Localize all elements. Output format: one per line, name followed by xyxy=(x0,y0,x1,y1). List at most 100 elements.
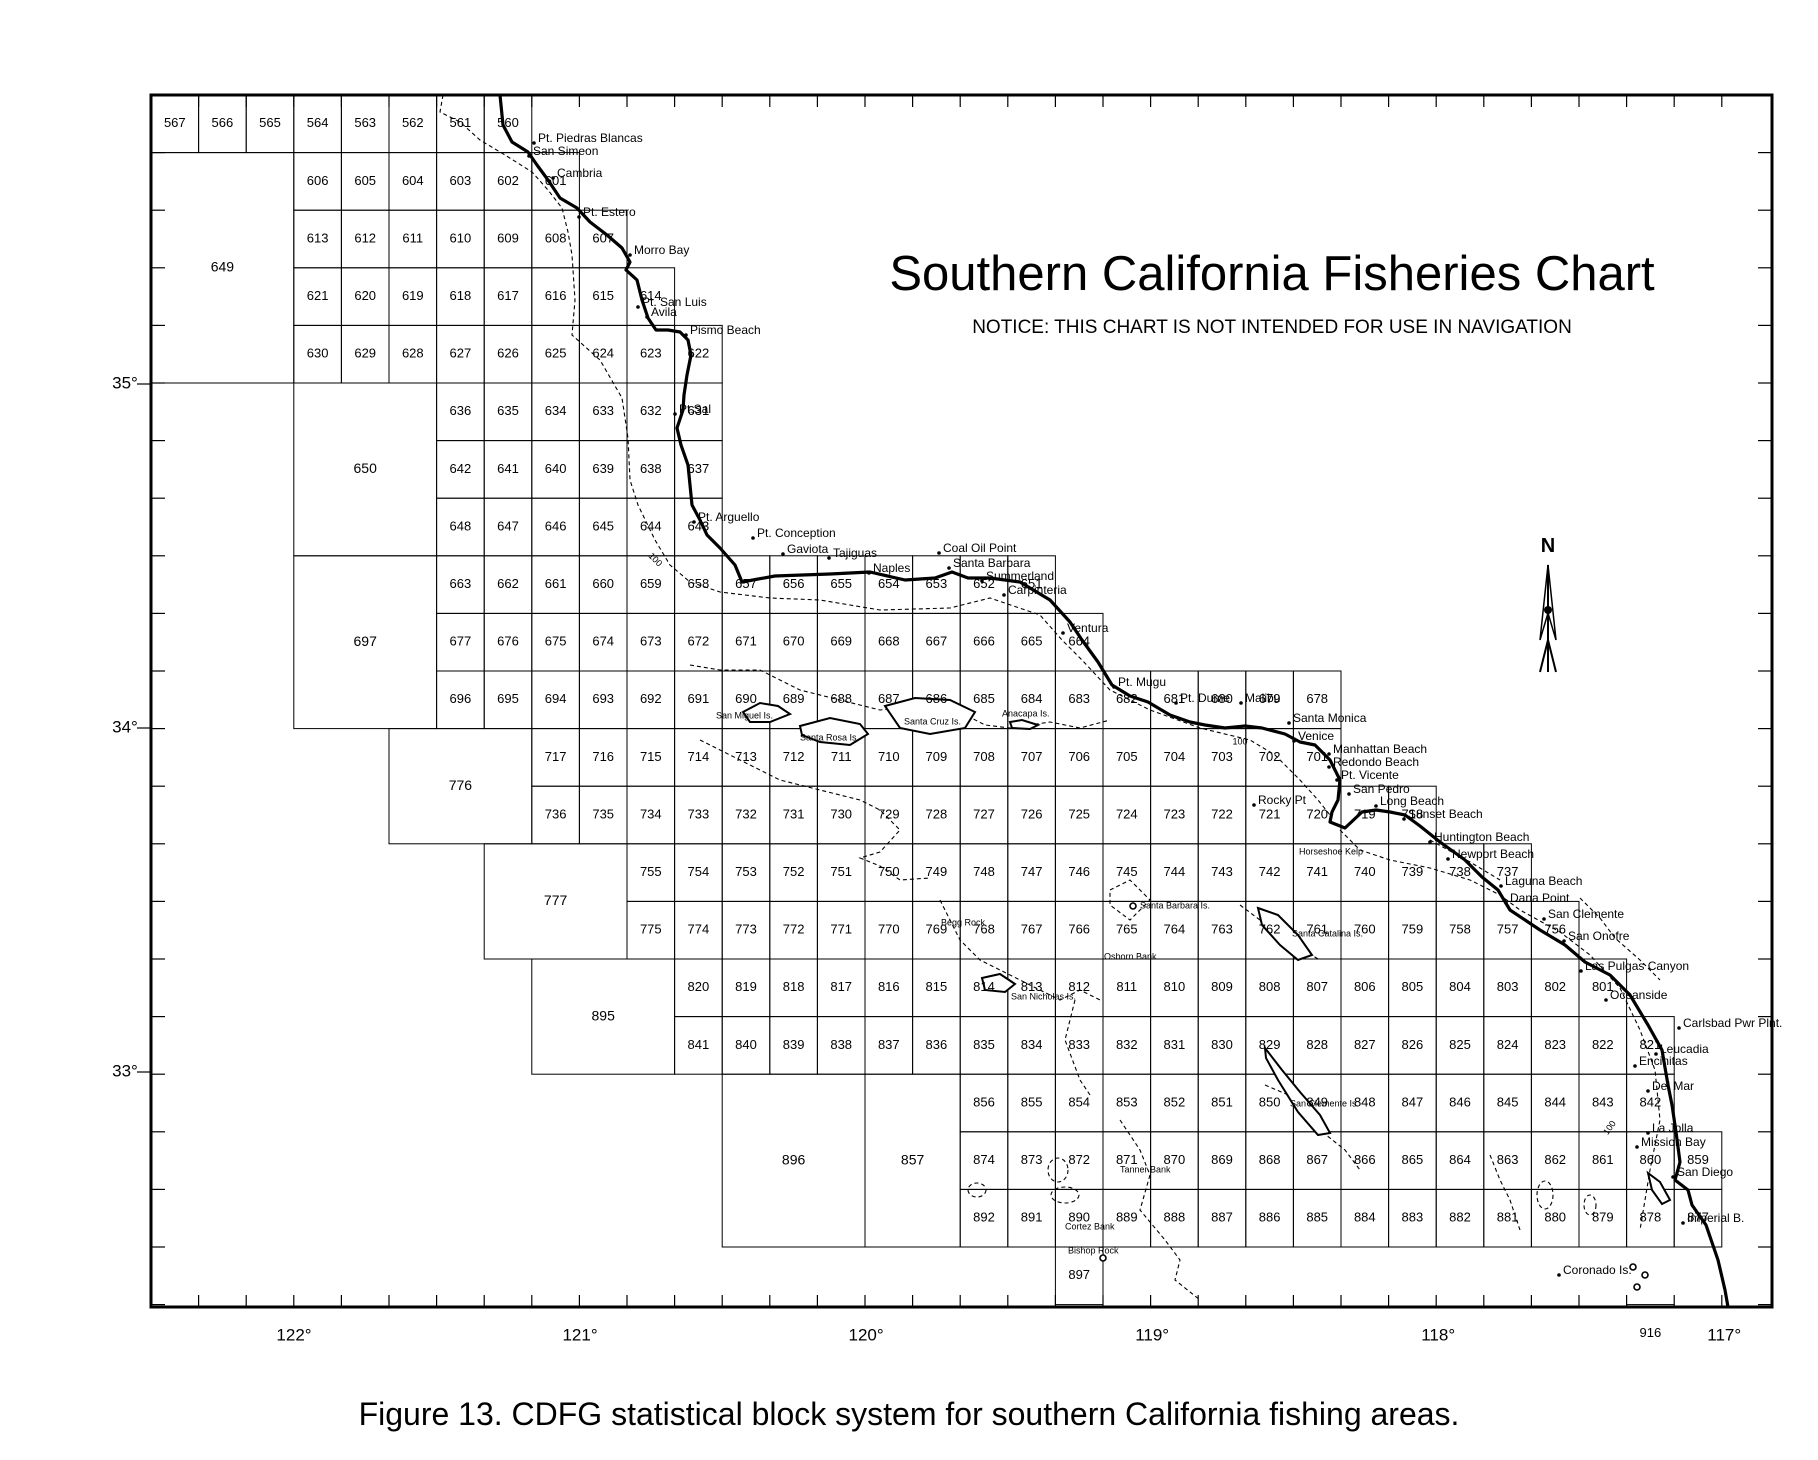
place-label: San Diego xyxy=(1677,1165,1733,1179)
block-cell xyxy=(1673,1188,1723,1248)
block-801: 801 xyxy=(1592,979,1614,994)
place-marker-icon xyxy=(1335,778,1339,782)
block-685: 685 xyxy=(973,691,995,706)
feature-label: Santa Barbara Is. xyxy=(1140,900,1210,910)
island-shape xyxy=(883,696,977,736)
block-613: 613 xyxy=(307,230,329,245)
block-564: 564 xyxy=(307,115,329,130)
block-765: 765 xyxy=(1116,922,1138,937)
place-label: Santa Barbara xyxy=(953,556,1031,570)
feature-label: Santa Catalina Is. xyxy=(1292,928,1363,938)
block-652: 652 xyxy=(973,576,995,591)
block-828: 828 xyxy=(1306,1037,1328,1052)
block-682: 682 xyxy=(1116,691,1138,706)
block-721: 721 xyxy=(1259,806,1281,821)
block-696: 696 xyxy=(450,691,472,706)
place-marker-icon xyxy=(980,579,984,583)
place-marker-icon xyxy=(1646,1131,1650,1135)
place-label: Del Mar xyxy=(1652,1079,1694,1093)
block-627: 627 xyxy=(450,346,472,361)
place-label: Leucadia xyxy=(1660,1042,1709,1056)
block-810: 810 xyxy=(1164,979,1186,994)
block-761: 761 xyxy=(1306,922,1328,937)
block-638: 638 xyxy=(640,461,662,476)
block-639: 639 xyxy=(592,461,614,476)
place-marker-icon xyxy=(1562,939,1566,943)
small-island xyxy=(1129,902,1137,910)
place-marker-icon xyxy=(1112,685,1116,689)
block-832: 832 xyxy=(1116,1037,1138,1052)
figure-caption: Figure 13. CDFG statistical block system… xyxy=(358,1396,1460,1432)
depth-contour xyxy=(939,899,1101,1001)
block-670: 670 xyxy=(783,634,805,649)
longitude-label: 117° xyxy=(1707,1325,1741,1344)
block-829: 829 xyxy=(1259,1037,1281,1052)
block-766: 766 xyxy=(1068,922,1090,937)
block-565: 565 xyxy=(259,115,281,130)
place-label: San Clemente xyxy=(1548,907,1624,921)
place-marker-icon xyxy=(1499,884,1503,888)
place-label: Pt. Vicente xyxy=(1341,768,1399,782)
latitude-label: 35° xyxy=(112,373,138,392)
block-855: 855 xyxy=(1021,1094,1043,1109)
block-827: 827 xyxy=(1354,1037,1376,1052)
block-772: 772 xyxy=(783,922,805,937)
block-561: 561 xyxy=(450,115,472,130)
block-851: 851 xyxy=(1211,1094,1233,1109)
block-871: 871 xyxy=(1116,1152,1138,1167)
block-775: 775 xyxy=(640,922,662,937)
small-island xyxy=(1633,1283,1641,1291)
place-label: La Jolla xyxy=(1652,1121,1694,1135)
place-marker-icon xyxy=(527,154,531,158)
place-label: Pt. Mugu xyxy=(1118,675,1166,689)
place-label: San Pedro xyxy=(1353,782,1410,796)
block-754: 754 xyxy=(688,864,710,879)
block-692: 692 xyxy=(640,691,662,706)
block-882: 882 xyxy=(1449,1210,1471,1225)
contour-depth-label: 100 xyxy=(1601,1119,1618,1137)
small-island xyxy=(1629,1263,1637,1271)
block-751: 751 xyxy=(830,864,852,879)
chart-title: Southern California Fisheries Chart xyxy=(889,247,1655,301)
block-748: 748 xyxy=(973,864,995,879)
place-marker-icon xyxy=(1402,817,1406,821)
block-824: 824 xyxy=(1497,1037,1519,1052)
north-arrow: N xyxy=(1539,535,1557,673)
block-694: 694 xyxy=(545,691,567,706)
block-769: 769 xyxy=(926,922,948,937)
longitude-label: 122° xyxy=(276,1325,311,1344)
block-662: 662 xyxy=(497,576,519,591)
block-711: 711 xyxy=(831,749,852,764)
place-marker-icon xyxy=(1252,803,1256,807)
place-marker-icon xyxy=(1557,1273,1561,1277)
place-label: Gaviota xyxy=(787,542,829,556)
block-846: 846 xyxy=(1449,1094,1471,1109)
depth-contour xyxy=(1064,999,1091,1096)
block-629: 629 xyxy=(354,346,376,361)
place-label: Pt. San Luis xyxy=(642,295,707,309)
block-604: 604 xyxy=(402,173,424,188)
block-845: 845 xyxy=(1497,1094,1519,1109)
place-label: Avila xyxy=(651,305,677,319)
block-759: 759 xyxy=(1402,922,1424,937)
place-marker-icon xyxy=(1633,1064,1637,1068)
block-609: 609 xyxy=(497,230,519,245)
place-label: Morro Bay xyxy=(634,243,689,257)
block-770: 770 xyxy=(878,922,900,937)
block-703: 703 xyxy=(1211,749,1233,764)
place-marker-icon xyxy=(937,551,941,555)
block-736: 736 xyxy=(545,806,567,821)
block-896: 896 xyxy=(782,1151,806,1167)
place-marker-icon xyxy=(1604,998,1608,1002)
block-771: 771 xyxy=(830,922,852,937)
block-617: 617 xyxy=(497,288,519,303)
block-892: 892 xyxy=(973,1210,995,1225)
place-marker-icon xyxy=(1002,593,1006,597)
block-632: 632 xyxy=(640,403,662,418)
block-865: 865 xyxy=(1402,1152,1424,1167)
place-label: Sunset Beach xyxy=(1408,807,1483,821)
block-715: 715 xyxy=(640,749,662,764)
block-729: 729 xyxy=(878,806,900,821)
place-label: Naples xyxy=(873,561,910,575)
north-label: N xyxy=(1541,535,1555,557)
